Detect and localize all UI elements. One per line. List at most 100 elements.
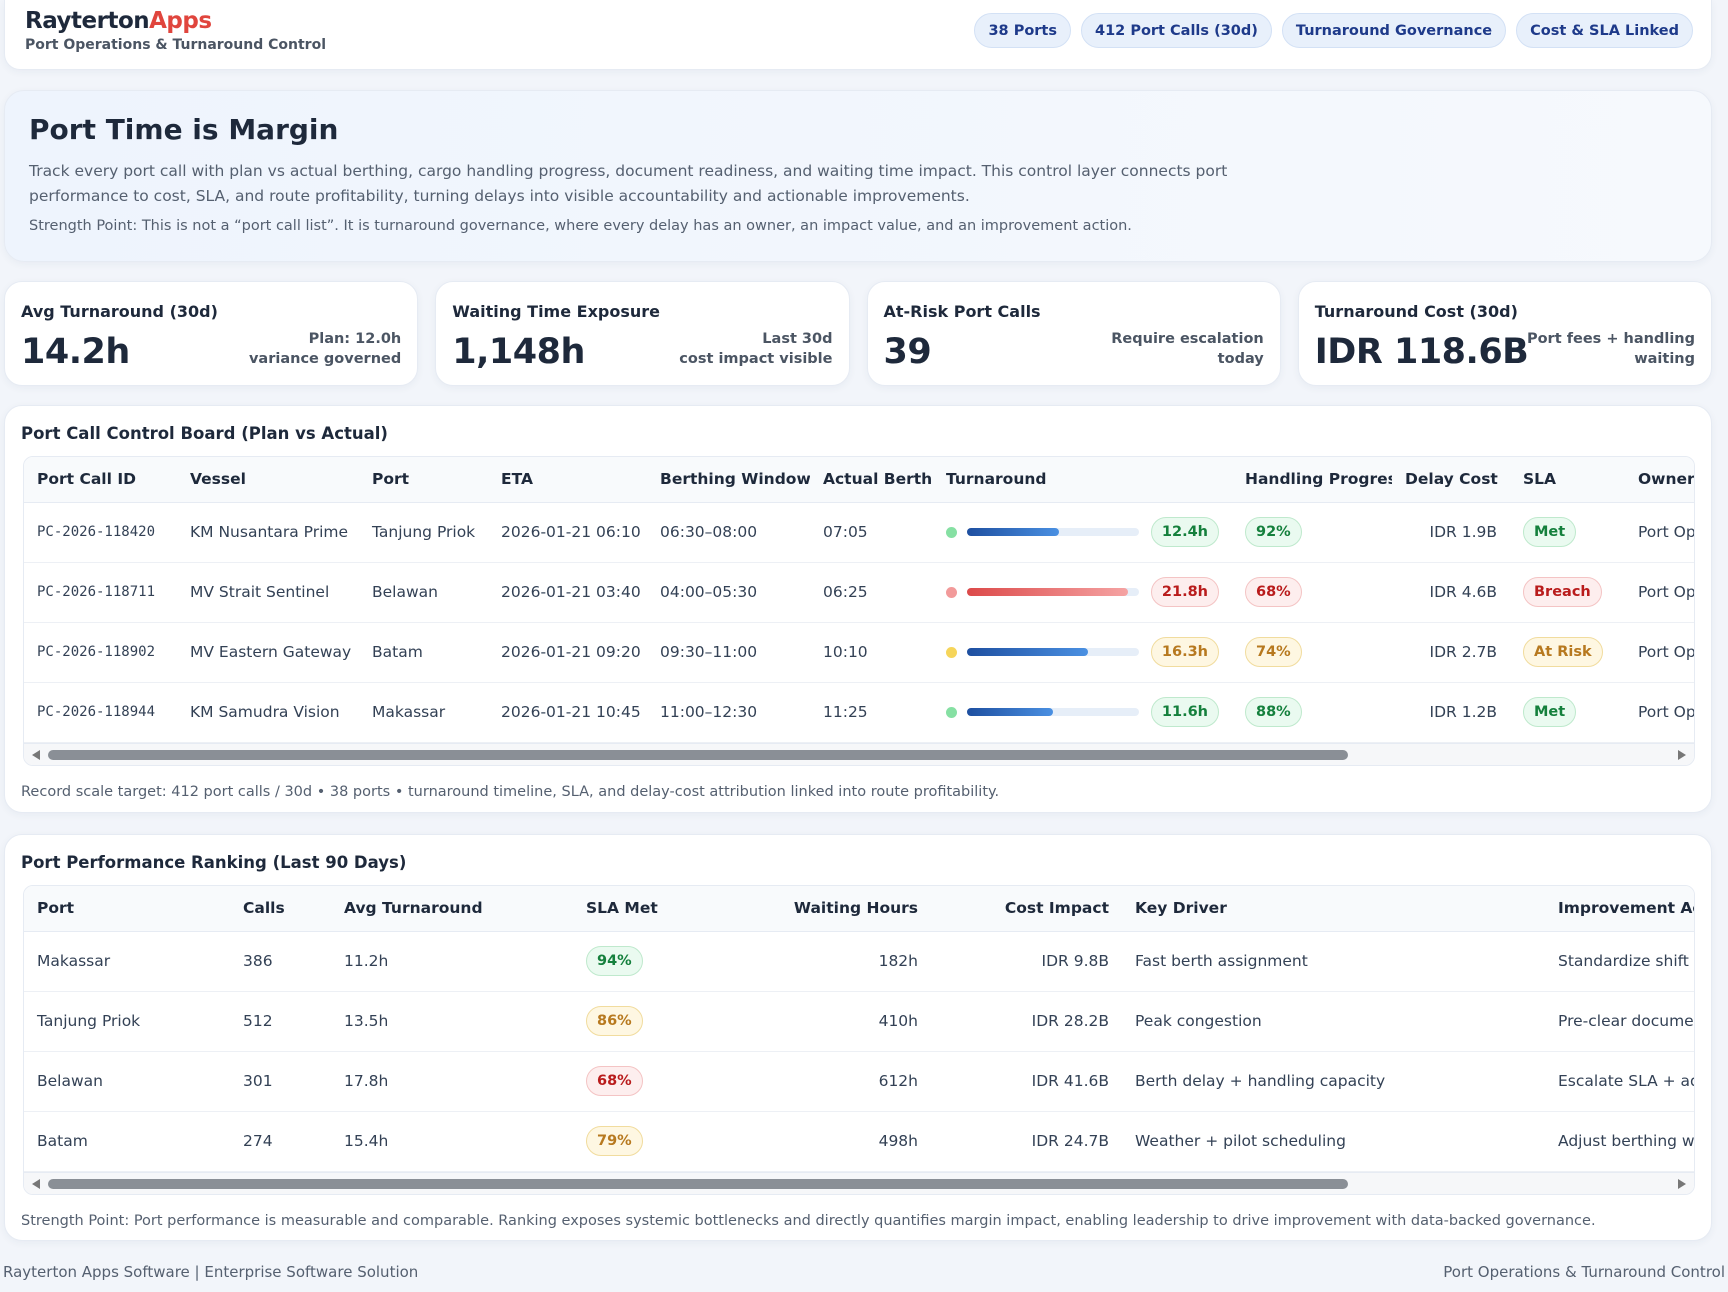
table-cell: 13.5h [331,991,573,1051]
table-cell: Adjust berthing w [1545,1111,1695,1171]
column-header: SLA Met [573,886,748,931]
brand-main: Rayterton [25,8,149,34]
table-cell: PC-2026-118711 [24,562,177,622]
column-header: Key Driver [1122,886,1545,931]
table-cell: 182h [748,931,931,991]
table-cell: Batam [24,1111,230,1171]
board-panel: Port Call Control Board (Plan vs Actual)… [4,405,1712,813]
table-row: Belawan30117.8h68%612hIDR 41.6BBerth del… [24,1051,1695,1111]
table-row: Tanjung Priok51213.5h86%410hIDR 28.2BPea… [24,991,1695,1051]
kpi-card: At-Risk Port Calls39Require escalationto… [867,281,1281,386]
table-cell: 79% [573,1111,748,1171]
table-cell: Tanjung Priok [359,502,488,562]
badges: 38 Ports412 Port Calls (30d)Turnaround G… [974,13,1693,48]
turnaround: 11.6h [946,697,1219,727]
table-cell: PC-2026-118944 [24,682,177,742]
table-cell: 301 [230,1051,331,1111]
status-pill: 68% [586,1066,643,1096]
kpi-note-line: Require escalation [1111,329,1264,349]
table-row: PC-2026-118711MV Strait SentinelBelawan2… [24,562,1695,622]
thead: Port Call IDVesselPortETABerthing Window… [24,457,1695,502]
scroll-thumb[interactable] [48,1179,1348,1189]
footer-left: Rayterton Apps Software | Enterprise Sof… [3,1263,418,1281]
column-header: ETA [488,457,647,502]
turnaround: 16.3h [946,637,1219,667]
footer: Rayterton Apps Software | Enterprise Sof… [3,1263,1725,1281]
column-header: Calls [230,886,331,931]
progress-track [967,588,1139,596]
table-cell: IDR 28.2B [931,991,1122,1051]
table-cell: 17.8h [331,1051,573,1111]
table-cell: 88% [1232,682,1392,742]
badge: 412 Port Calls (30d) [1081,13,1272,48]
kpi-note-line: cost impact visible [679,349,832,369]
kpi-note: Last 30dcost impact visible [679,329,832,369]
tbody: Makassar38611.2h94%182hIDR 9.8BFast bert… [24,931,1695,1171]
kpi-note: Plan: 12.0hvariance governed [249,329,401,369]
table-cell: Batam [359,622,488,682]
table-cell: 74% [1232,622,1392,682]
header-row: Port Call IDVesselPortETABerthing Window… [24,457,1695,502]
table-cell: 2026-01-21 10:45 [488,682,647,742]
table-row: PC-2026-118420KM Nusantara PrimeTanjung … [24,502,1695,562]
status-pill: 16.3h [1151,637,1219,667]
table-cell: 68% [573,1051,748,1111]
board-table: Port Call IDVesselPortETABerthing Window… [24,457,1695,743]
kpi-card: Avg Turnaround (30d)14.2hPlan: 12.0hvari… [4,281,418,386]
column-header: Port Call ID [24,457,177,502]
kpi-value: IDR 118.6B [1315,332,1529,372]
footer-right: Port Operations & Turnaround Control [1443,1263,1725,1281]
table-cell: 06:25 [810,562,933,622]
scroll-left[interactable] [32,1179,40,1189]
badge: Turnaround Governance [1282,13,1506,48]
scroll-right[interactable] [1678,750,1686,760]
kpi-value: 14.2h [21,332,130,372]
table-cell: 2026-01-21 03:40 [488,562,647,622]
scrollbar[interactable] [24,743,1694,765]
table-cell: 612h [748,1051,931,1111]
header: RaytertonApps Port Operations & Turnarou… [4,0,1712,70]
panel-title: Port Performance Ranking (Last 90 Days) [21,853,406,872]
table-wrap: PortCallsAvg TurnaroundSLA MetWaiting Ho… [23,885,1695,1195]
status-pill: 86% [586,1006,643,1036]
status-pill: Met [1523,697,1576,727]
table-row: PC-2026-118902MV Eastern GatewayBatam202… [24,622,1695,682]
column-header: Handling Progress [1232,457,1392,502]
progress-track [967,708,1139,716]
kpi-note-line: waiting [1527,349,1695,369]
progress-fill [967,708,1053,716]
hero: Port Time is Margin Track every port cal… [4,90,1712,262]
table-cell: Port Ops [1625,622,1695,682]
turnaround: 21.8h [946,577,1219,607]
table-cell: 07:05 [810,502,933,562]
table-cell: 12.4h [933,502,1232,562]
progress-fill [967,588,1128,596]
table-cell: IDR 1.2B [1392,682,1510,742]
scroll-left[interactable] [32,750,40,760]
status-pill: Met [1523,517,1576,547]
progress-fill [967,648,1088,656]
footnote: Record scale target: 412 port calls / 30… [21,784,999,800]
table-row: PC-2026-118944KM Samudra VisionMakassar2… [24,682,1695,742]
scroll-right[interactable] [1678,1179,1686,1189]
column-header: Owner [1625,457,1695,502]
table-cell: IDR 9.8B [931,931,1122,991]
table-cell: IDR 4.6B [1392,562,1510,622]
status-dot [946,587,957,598]
table-cell: 11:00–12:30 [647,682,810,742]
scrollbar[interactable] [24,1172,1694,1194]
table-cell: 94% [573,931,748,991]
table-cell: Port Ops [1625,682,1695,742]
column-header: Cost Impact [931,886,1122,931]
table-cell: Belawan [359,562,488,622]
table-cell: 86% [573,991,748,1051]
column-header: Actual Berth [810,457,933,502]
scroll-thumb[interactable] [48,750,1348,760]
table-cell: 09:30–11:00 [647,622,810,682]
ranking-table: PortCallsAvg TurnaroundSLA MetWaiting Ho… [24,886,1695,1172]
hero-strength: Strength Point: This is not a “port call… [29,218,1132,234]
table-cell: IDR 41.6B [931,1051,1122,1111]
table-cell: Berth delay + handling capacity [1122,1051,1545,1111]
table-wrap: Port Call IDVesselPortETABerthing Window… [23,456,1695,766]
